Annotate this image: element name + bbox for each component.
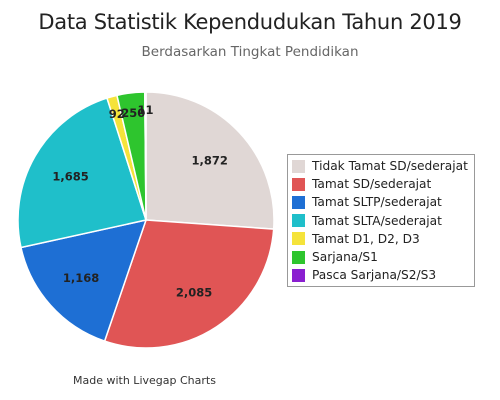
legend-item: Tidak Tamat SD/sederajat: [292, 157, 468, 175]
legend-item: Pasca Sarjana/S2/S3: [292, 266, 468, 284]
legend-label: Tamat SLTP/sederajat: [312, 195, 442, 210]
legend-label: Tamat SD/sederajat: [312, 177, 432, 192]
legend-item: Tamat SD/sederajat: [292, 175, 468, 193]
slice-value-label: 250: [121, 106, 145, 120]
legend-label: Tamat SLTA/sederajat: [312, 213, 442, 228]
pie-slice-pasca-sarjana-s2-s3: [144, 91, 147, 221]
legend-label: Sarjana/S1: [312, 250, 378, 265]
legend-item: Sarjana/S1: [292, 248, 468, 266]
slice-value-label: 1,685: [52, 170, 88, 184]
slice-value-label: 1,872: [192, 154, 228, 168]
legend-item: Tamat SLTA/sederajat: [292, 212, 468, 230]
chart-subtitle: Berdasarkan Tingkat Pendidikan: [141, 44, 359, 60]
slice-value-label: 11: [137, 103, 153, 117]
legend-label: Pasca Sarjana/S2/S3: [312, 268, 437, 283]
legend-swatch: [292, 214, 305, 228]
legend-swatch: [292, 159, 305, 173]
slice-value-label: 2,085: [176, 286, 212, 300]
legend-label: Tamat D1, D2, D3: [312, 231, 420, 246]
chart-legend: Tidak Tamat SD/sederajat Tamat SD/sederaj…: [287, 154, 475, 288]
footer-credit: Made with Livegap Charts: [73, 374, 216, 387]
legend-item: Tamat D1, D2, D3: [292, 230, 468, 248]
pie-slice-tamat-sltp-sederajat: [20, 218, 148, 343]
legend-swatch: [292, 195, 305, 209]
legend-swatch: [292, 268, 305, 282]
legend-item: Tamat SLTP/sederajat: [292, 193, 468, 211]
chart-title: Data Statistik Kependudukan Tahun 2019: [38, 10, 462, 34]
legend-swatch: [292, 177, 305, 191]
pie-slice-tidak-tamat-sd-sederajat: [145, 91, 275, 230]
slice-value-label: 92: [109, 107, 125, 121]
pie-slice-tamat-slta-sederajat: [17, 97, 147, 249]
slice-value-label: 1,168: [63, 271, 99, 285]
pie-slice-tamat-sd-sederajat: [103, 219, 275, 349]
legend-swatch: [292, 232, 305, 246]
legend-swatch: [292, 250, 305, 264]
legend-label: Tidak Tamat SD/sederajat: [312, 159, 468, 174]
